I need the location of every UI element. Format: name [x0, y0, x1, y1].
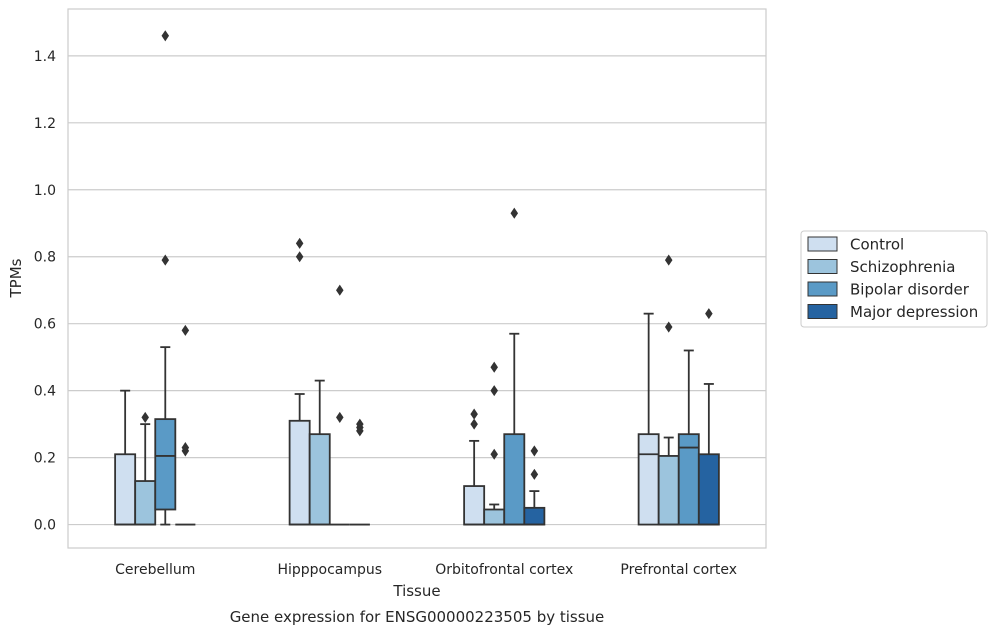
box-0-3 [175, 324, 196, 526]
legend-swatch [807, 304, 838, 319]
outlier-point [470, 408, 478, 420]
box-body [697, 453, 720, 526]
outlier-point [141, 411, 149, 423]
y-tick-label: 0.8 [34, 250, 56, 266]
box-3-3 [697, 308, 720, 526]
outlier-point [161, 30, 170, 42]
box-body [134, 480, 157, 526]
boxes-layer [114, 30, 720, 526]
box-body [288, 419, 311, 526]
box-body [523, 506, 546, 526]
box-3-2 [677, 349, 700, 526]
outlier-point [336, 284, 344, 296]
y-tick-label: 0.4 [34, 384, 56, 400]
outlier-point [490, 361, 498, 373]
legend-label: Major depression [850, 303, 978, 321]
x-axis-label: Tissue [392, 582, 440, 600]
y-axis-label: TPMs [7, 258, 25, 298]
figure-caption: Gene expression for ENSG00000223505 by t… [230, 608, 605, 626]
legend-label: Schizophrenia [850, 258, 955, 276]
box-1-2 [329, 284, 350, 526]
box-3-0 [637, 312, 660, 526]
outlier-point [470, 418, 478, 430]
legend-swatch [807, 236, 838, 252]
legend-label: Bipolar disorder [850, 281, 970, 299]
legend-swatch [807, 281, 838, 297]
outlier-point [336, 411, 344, 423]
outlier-point [705, 308, 713, 320]
y-tick-label: 1.4 [34, 49, 56, 65]
x-tick-labels: Cerebellum Hipppocampus Orbitofrontal cort… [115, 562, 737, 578]
legend-swatch [807, 259, 838, 274]
box-body [154, 418, 177, 511]
outlier-point [664, 321, 673, 333]
legend-label: Control [850, 236, 904, 254]
outlier-point [356, 418, 364, 430]
box-1-1 [308, 379, 331, 526]
box-2-2 [503, 207, 526, 526]
outlier-point [181, 324, 190, 336]
outlier-point [295, 237, 304, 249]
box-body [483, 508, 506, 526]
plot-frame [67, 8, 767, 549]
outlier-point [530, 445, 539, 457]
y-tick-label: 0.6 [34, 317, 56, 333]
y-tick-label: 1.2 [34, 116, 56, 132]
box-body [463, 485, 486, 526]
x-tick-label: Orbitofrontal cortex [435, 562, 573, 578]
box-2-0 [463, 408, 486, 526]
box-body [657, 455, 680, 526]
x-tick-label: Prefrontal cortex [620, 562, 737, 578]
outlier-point [490, 385, 498, 397]
outlier-point [664, 254, 673, 266]
box-body [114, 453, 137, 526]
box-1-3 [349, 418, 370, 526]
box-2-1 [483, 361, 506, 526]
outlier-point [295, 251, 304, 263]
outlier-point [161, 254, 170, 266]
box-body [308, 433, 331, 526]
box-3-1 [657, 254, 680, 526]
box-0-0 [114, 389, 137, 526]
y-tick-label: 0.0 [34, 518, 56, 534]
y-tick-labels: 0.0 0.2 0.4 0.6 0.8 1.0 1.2 1.4 [34, 49, 56, 534]
box-body [503, 433, 526, 526]
x-tick-label: Cerebellum [115, 562, 195, 578]
box-0-1 [134, 411, 157, 526]
outlier-point [490, 448, 498, 460]
y-tick-label: 0.2 [34, 451, 56, 467]
legend: Control Schizophrenia Bipolar disorder Majo… [800, 230, 988, 328]
box-0-2 [154, 30, 177, 526]
y-tick-label: 1.0 [34, 183, 56, 199]
outlier-point [181, 442, 190, 454]
outlier-point [530, 468, 539, 480]
x-tick-label: Hipppocampus [277, 562, 382, 578]
box-2-3 [523, 445, 546, 526]
outlier-point [510, 207, 519, 219]
legend-frame [800, 230, 988, 328]
box-body [637, 433, 660, 526]
